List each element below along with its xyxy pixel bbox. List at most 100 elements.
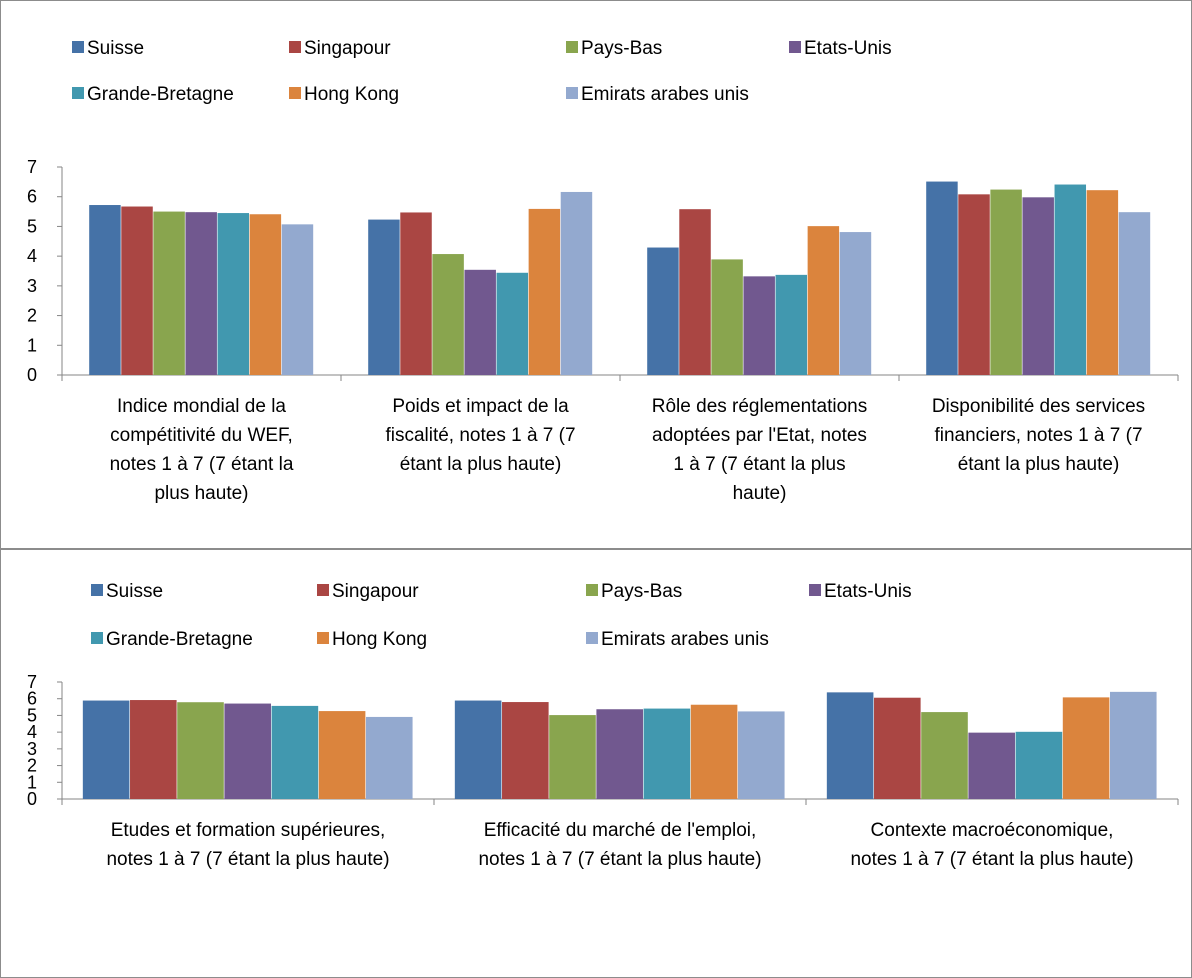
bar-singapour: Singapour: 5.47 [400, 212, 432, 375]
bar-hong-kong: Hong Kong: 6.22 [1086, 190, 1119, 375]
legend-item-suisse: Suisse [91, 581, 163, 602]
bar-emirats-arabes-unis: Emirats arabes unis: 4.91 [365, 716, 413, 799]
bar-hong-kong: Hong Kong: 5.26 [318, 711, 366, 799]
bar-grande-bretagne: Grande-Bretagne: 4.02 [1015, 731, 1063, 799]
bar-pays-bas: Pays-Bas: 5.5 [153, 211, 185, 375]
y-tick-label: 5 [27, 705, 37, 725]
legend-swatch [566, 41, 578, 53]
legend-label: Grande-Bretagne [106, 629, 253, 650]
bar-pays-bas: Pays-Bas: 5.2 [921, 712, 968, 799]
bar-hong-kong: Hong Kong: 5.64 [690, 704, 738, 799]
bar-emirats-arabes-unis: Emirats arabes unis: 6.41 [1109, 691, 1157, 799]
bar-grande-bretagne: Grande-Bretagne: 5.45 [217, 213, 250, 375]
legend-item-hong-kong: Hong Kong [289, 84, 399, 105]
legend-label: Emirats arabes unis [601, 629, 769, 650]
legend: Suisse Singapour Pays-Bas Etats-Unis Grande-… [72, 38, 892, 105]
legend-swatch [317, 584, 329, 596]
legend-item-grande-bretagne: Grande-Bretagne [72, 84, 234, 105]
legend-swatch [566, 87, 578, 99]
legend-item-hong-kong: Hong Kong [317, 629, 427, 650]
legend-swatch [289, 87, 301, 99]
bar-pays-bas: Pays-Bas: 4.07 [432, 254, 464, 375]
x-category-label: Poids et impact de la fiscalité, notes 1 … [385, 396, 575, 475]
legend-swatch [72, 41, 84, 53]
legend-label: Suisse [87, 38, 144, 59]
legend-item-grande-bretagne: Grande-Bretagne [91, 629, 253, 650]
bar-emirats-arabes-unis: Emirats arabes unis: 5.24 [737, 711, 785, 799]
bar-emirats-arabes-unis: Emirats arabes unis: 6.16 [560, 191, 593, 375]
x-category-label: Contexte macroéconomique, notes 1 à 7 (7 … [850, 820, 1133, 870]
y-tick-label: 1 [27, 772, 37, 792]
y-tick-label: 2 [27, 756, 37, 776]
legend-swatch [789, 41, 801, 53]
y-tick-label: 6 [27, 689, 37, 709]
y-tick-label: 2 [27, 306, 37, 326]
bar-suisse: Suisse: 6.38 [826, 692, 874, 799]
legend-label: Grande-Bretagne [87, 84, 234, 105]
x-category-label: Etudes et formation supérieures, notes 1 … [106, 820, 389, 870]
bar-singapour: Singapour: 5.8 [502, 702, 549, 799]
bar-hong-kong: Hong Kong: 6.08 [1062, 697, 1110, 799]
legend-label: Pays-Bas [601, 581, 682, 602]
legend-label: Etats-Unis [824, 581, 912, 602]
legend-label: Suisse [106, 581, 163, 602]
bar-etats-unis: Etats-Unis: 3.32 [743, 276, 775, 375]
x-category-labels: Etudes et formation supérieures, notes 1 … [106, 820, 1133, 870]
bar-emirats-arabes-unis: Emirats arabes unis: 5.07 [281, 224, 314, 375]
bar-grande-bretagne: Grande-Bretagne: 6.41 [1054, 184, 1087, 375]
bar-suisse: Suisse: 5.89 [82, 700, 130, 799]
bar-hong-kong: Hong Kong: 5.59 [528, 208, 561, 375]
bar-singapour: Singapour: 6.06 [874, 697, 921, 799]
chart-panel-bottom: Suisse Singapour Pays-Bas Etats-Unis Grande-… [0, 549, 1192, 978]
y-tick-label: 1 [27, 335, 37, 355]
bar-suisse: Suisse: 5.89 [454, 700, 502, 799]
y-tick-label: 6 [27, 187, 37, 207]
y-tick-label: 0 [27, 789, 37, 809]
legend-item-etats-unis: Etats-Unis [809, 581, 912, 602]
bar-etats-unis: Etats-Unis: 5.37 [596, 709, 643, 799]
legend-item-singapour: Singapour [289, 38, 391, 59]
legend-swatch [809, 584, 821, 596]
bar-pays-bas: Pays-Bas: 5.79 [177, 702, 224, 799]
y-axis: 0 1 2 3 4 5 6 7 [27, 157, 63, 385]
y-tick-label: 0 [27, 365, 37, 385]
bar-etats-unis: Etats-Unis: 3.54 [464, 269, 496, 375]
legend-swatch [586, 584, 598, 596]
bar-etats-unis: Etats-Unis: 5.48 [185, 212, 217, 375]
x-category-label: Indice mondial de la compétitivité du WEF… [110, 396, 294, 504]
bar-suisse: Suisse: 5.72 [89, 205, 121, 375]
legend-label: Hong Kong [332, 629, 427, 650]
bar-pays-bas: Pays-Bas: 3.89 [711, 259, 743, 375]
bar-grande-bretagne: Grande-Bretagne: 3.44 [496, 272, 529, 375]
x-category-label: Efficacité du marché de l'emploi, notes 1… [478, 820, 761, 870]
bar-hong-kong: Hong Kong: 5.41 [249, 214, 282, 375]
legend-item-emirats-arabes-unis: Emirats arabes unis [566, 84, 749, 105]
legend-label: Etats-Unis [804, 38, 892, 59]
x-category-labels: Indice mondial de la compétitivité du WEF… [110, 396, 1146, 504]
y-tick-label: 7 [27, 157, 37, 177]
bar-etats-unis: Etats-Unis: 5.71 [224, 703, 271, 799]
legend-swatch [289, 41, 301, 53]
bar-suisse: Suisse: 4.29 [647, 247, 679, 375]
bars: Suisse: 5.89Singapour: 5.92Pays-Bas: 5.7… [82, 691, 1157, 799]
legend-label: Singapour [332, 581, 419, 602]
x-category-label: Rôle des réglementations adoptées par l'E… [652, 396, 867, 504]
y-tick-label: 3 [27, 276, 37, 296]
bar-hong-kong: Hong Kong: 5.01 [807, 226, 840, 375]
legend-item-etats-unis: Etats-Unis [789, 38, 892, 59]
legend-item-pays-bas: Pays-Bas [586, 581, 682, 602]
legend-label: Hong Kong [304, 84, 399, 105]
y-tick-label: 5 [27, 216, 37, 236]
legend-swatch [586, 632, 598, 644]
bars: Suisse: 5.72Singapour: 5.67Pays-Bas: 5.5… [89, 181, 1151, 375]
bar-etats-unis: Etats-Unis: 3.97 [968, 732, 1015, 799]
legend-label: Emirats arabes unis [581, 84, 749, 105]
bar-singapour: Singapour: 5.58 [679, 209, 711, 375]
y-tick-label: 7 [27, 672, 37, 692]
legend-item-pays-bas: Pays-Bas [566, 38, 662, 59]
bar-emirats-arabes-unis: Emirats arabes unis: 5.48 [1118, 212, 1151, 375]
legend-label: Singapour [304, 38, 391, 59]
bar-grande-bretagne: Grande-Bretagne: 5.57 [271, 705, 319, 799]
